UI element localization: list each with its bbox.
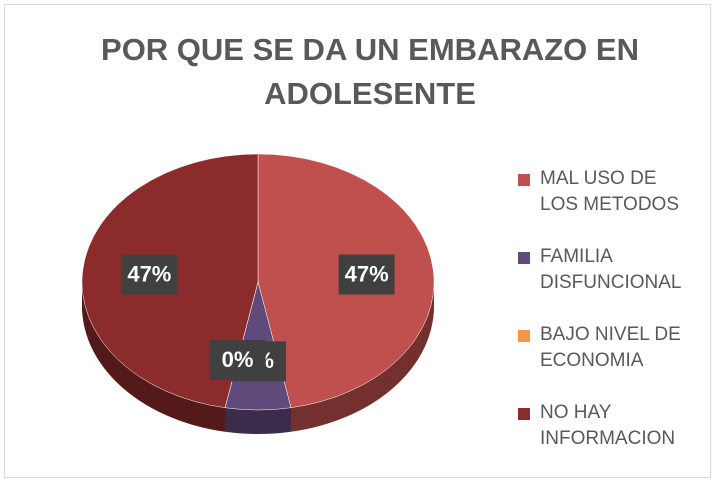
legend-item: MAL USO DE LOS METODOS bbox=[518, 166, 698, 244]
chart-title: POR QUE SE DA UN EMBARAZO EN ADOLESENTE bbox=[101, 32, 639, 111]
legend-label: NO HAY INFORMACION bbox=[540, 402, 676, 449]
legend-item: NO HAY INFORMACION bbox=[518, 400, 698, 478]
data-label-box bbox=[121, 254, 178, 295]
legend-swatch bbox=[518, 408, 530, 420]
legend-label: BAJO NIVEL DE ECONOMIA bbox=[540, 324, 681, 371]
data-label: 47% bbox=[345, 261, 389, 286]
legend-label: FAMILIA DISFUNCIONAL bbox=[540, 246, 682, 293]
data-label: 0% bbox=[222, 347, 254, 372]
legend-swatch bbox=[518, 252, 530, 264]
legend-item: FAMILIA DISFUNCIONAL bbox=[518, 244, 698, 322]
legend-swatch bbox=[518, 174, 530, 186]
legend: MAL USO DE LOS METODOS FAMILIA DISFUNCION… bbox=[518, 166, 698, 478]
data-label: 47% bbox=[127, 261, 171, 286]
legend-item: BAJO NIVEL DE ECONOMIA bbox=[518, 322, 698, 400]
data-label-box bbox=[338, 254, 395, 295]
data-label-box bbox=[209, 339, 266, 380]
legend-swatch bbox=[518, 330, 530, 342]
legend-label: MAL USO DE LOS METODOS bbox=[540, 168, 680, 215]
